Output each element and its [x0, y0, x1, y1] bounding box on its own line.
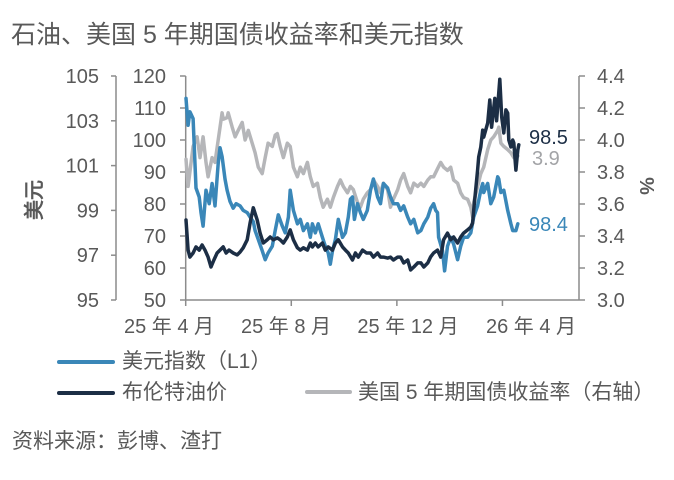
left-axis-tick-label: 103 — [66, 111, 99, 133]
middle-axis-tick-label: 70 — [144, 226, 166, 248]
legend-swatch-brent — [57, 391, 115, 395]
right-axis-title: % — [635, 177, 657, 195]
legend-swatch-us-5y-yield — [305, 390, 352, 394]
right-axis-tick-label: 3.4 — [597, 226, 625, 248]
usd-index-line — [184, 96, 520, 273]
middle-axis-tick-label: 80 — [144, 194, 166, 216]
left-axis-tick-label: 101 — [66, 156, 99, 178]
brent-last-value-label: 98.5 — [529, 127, 568, 149]
left-axis-tick-label: 97 — [77, 245, 99, 267]
chart-title: 石油、美国 5 年期国债收益率和美元指数 — [11, 21, 464, 49]
middle-axis-tick-label: 60 — [144, 258, 166, 280]
right-axis-tick-label: 4.4 — [597, 66, 625, 88]
x-axis-tick-label: 26 年 4 月 — [486, 315, 576, 338]
axis-ticks: 95 97 99 101 103 105 50 60 70 80 90 100 110 120 3.0 3.2… — [66, 66, 625, 338]
left-axis-tick-label: 95 — [77, 290, 99, 312]
right-axis-tick-label: 4.2 — [597, 98, 625, 120]
series-layer — [184, 77, 521, 273]
right-axis-tick-label: 3.6 — [597, 194, 625, 216]
middle-axis-tick-label: 110 — [134, 98, 166, 120]
middle-axis-tick-label: 90 — [144, 162, 166, 184]
x-axis-tick-label: 25 年 12 月 — [357, 315, 458, 338]
left-axis-title: 美元 — [22, 180, 46, 220]
yield-last-value-label: 3.9 — [532, 148, 560, 170]
middle-axis-tick-label: 50 — [144, 290, 166, 312]
us-5y-yield-line — [184, 111, 520, 219]
legend-label-brent: 布伦特油价 — [122, 381, 227, 404]
legend-swatch-usd-index — [57, 360, 115, 364]
usd-index-last-value-label: 98.4 — [529, 214, 568, 236]
right-axis-tick-label: 3.2 — [597, 258, 625, 280]
brent-oil-line — [184, 77, 521, 272]
legend-label-usd-index: 美元指数（L1） — [122, 350, 272, 373]
legend-label-us-5y-yield: 美国 5 年期国债收益率（右轴） — [358, 381, 655, 404]
x-axis-tick-label: 25 年 4 月 — [124, 315, 214, 338]
source-note: 资料来源：彭博、渣打 — [12, 430, 222, 453]
middle-axis-tick-label: 120 — [133, 66, 166, 88]
middle-axis-tick-label: 100 — [133, 130, 166, 152]
right-axis-tick-label: 3.0 — [597, 290, 625, 312]
left-axis-tick-label: 99 — [77, 200, 99, 222]
left-axis-tick-label: 105 — [66, 66, 99, 88]
right-axis-tick-label: 4.0 — [597, 130, 625, 152]
right-axis-tick-label: 3.8 — [597, 162, 625, 184]
x-axis-tick-label: 25 年 8 月 — [241, 315, 331, 338]
